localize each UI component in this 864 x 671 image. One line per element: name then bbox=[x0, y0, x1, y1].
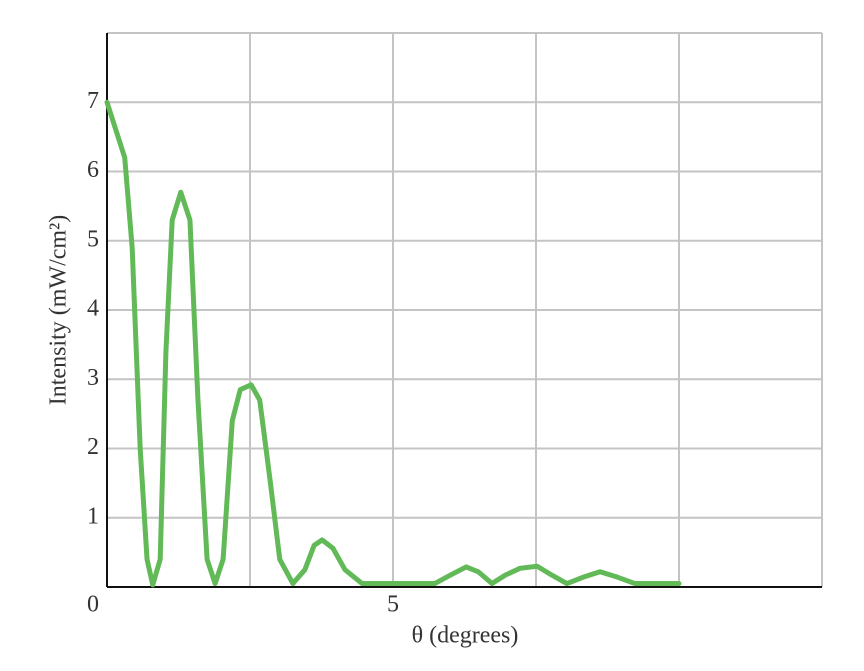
x-tick-label: 5 bbox=[387, 592, 399, 618]
x-tick-label: 0 bbox=[87, 592, 99, 618]
y-tick-label: 2 bbox=[87, 434, 99, 460]
y-tick-label: 7 bbox=[87, 88, 99, 114]
y-tick-label: 1 bbox=[87, 503, 99, 529]
y-tick-label: 3 bbox=[87, 365, 99, 391]
y-tick-label: 4 bbox=[87, 296, 99, 322]
x-axis-label: θ (degrees) bbox=[412, 623, 519, 649]
y-tick-label: 5 bbox=[87, 226, 99, 252]
y-axis-label: Intensity (mW/cm²) bbox=[46, 215, 72, 405]
y-tick-label: 6 bbox=[87, 157, 99, 183]
intensity-line bbox=[104, 99, 682, 588]
